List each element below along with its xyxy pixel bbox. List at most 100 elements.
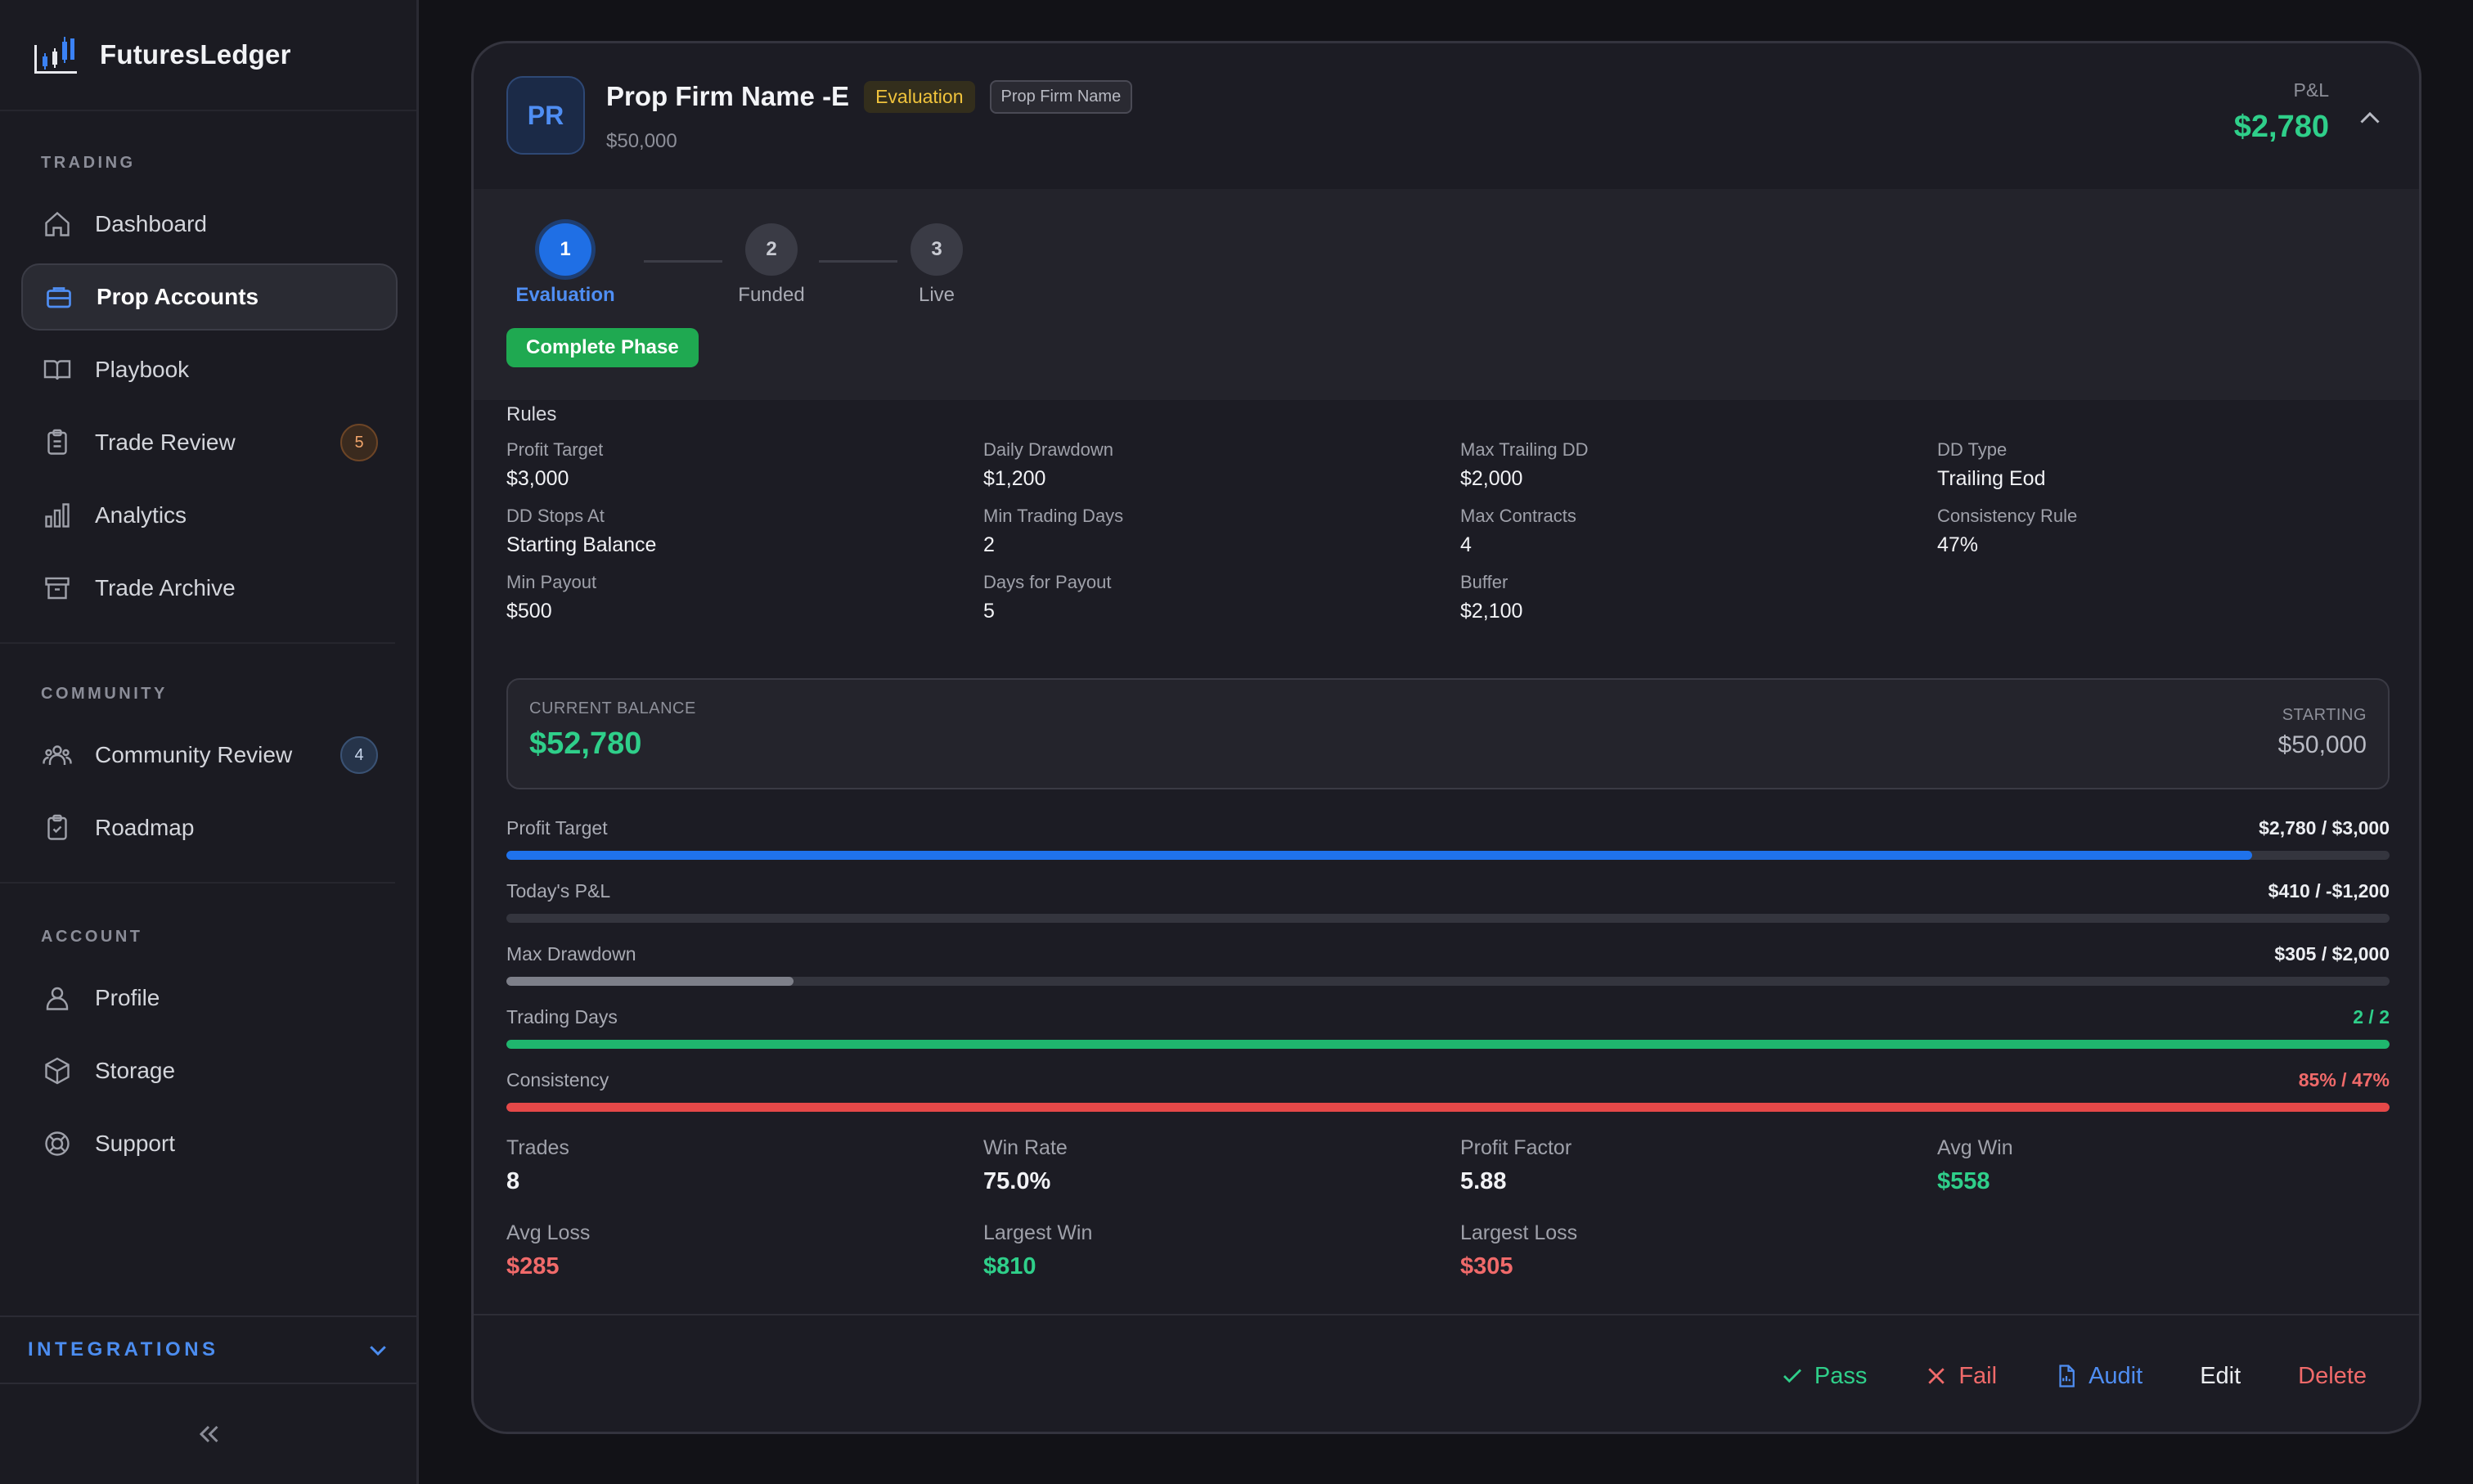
- chevron-down-icon: [370, 1346, 386, 1356]
- rule-key: Max Contracts: [1460, 506, 1576, 526]
- account-name: Prop Firm Name -E: [606, 81, 850, 111]
- rule-key: DD Stops At: [506, 506, 605, 526]
- progress-trading-days: Trading Days 2 / 2: [506, 1006, 2390, 1049]
- stat-key: Avg Win: [1937, 1136, 2013, 1159]
- stat-largest-win: Largest Win $810: [983, 1221, 1441, 1280]
- check-icon: [1783, 1369, 1801, 1383]
- rule-value: $2,000: [1460, 467, 1523, 490]
- starting-balance: STARTING $50,000: [2278, 706, 2367, 759]
- pnl-block: P&L $2,780: [2234, 79, 2329, 145]
- sidebar-item-trade-archive[interactable]: Trade Archive: [21, 555, 398, 622]
- chevrons-left-icon: [199, 1425, 218, 1443]
- progress-profit-target: Profit Target $2,780 / $3,000: [506, 817, 2390, 860]
- rule-value: $2,100: [1460, 600, 1523, 623]
- sidebar-item-storage[interactable]: Storage: [21, 1037, 398, 1104]
- rule-max-trailing-dd: Max Trailing DD $2,000: [1460, 439, 1918, 491]
- bar-chart-icon: [43, 501, 72, 530]
- logo-icon: [34, 37, 77, 74]
- pnl-value: $2,780: [2233, 110, 2329, 144]
- rule-profit-target: Profit Target $3,000: [506, 439, 964, 491]
- collapse-sidebar-button[interactable]: [0, 1386, 416, 1482]
- rule-value: 47%: [1937, 533, 1979, 556]
- progress-track: [506, 851, 2390, 860]
- lifebuoy-icon: [43, 1129, 72, 1158]
- sidebar-item-profile[interactable]: Profile: [21, 965, 398, 1032]
- trade-review-badge: 5: [340, 424, 378, 461]
- fail-label: Fail: [1958, 1362, 1998, 1389]
- stat-value: 75.0%: [983, 1168, 1051, 1194]
- nav-section-account: ACCOUNT Profile Storage Support: [0, 884, 395, 1198]
- home-icon: [43, 209, 72, 239]
- stat-trades: Trades 8: [506, 1136, 964, 1195]
- section-label: COMMUNITY: [41, 685, 168, 703]
- sidebar-item-label: Community Review: [95, 742, 293, 767]
- fail-button[interactable]: Fail: [1924, 1363, 1997, 1390]
- pass-label: Pass: [1814, 1362, 1868, 1389]
- stat-value: 8: [506, 1168, 520, 1194]
- step-1-circle[interactable]: 1: [539, 223, 591, 276]
- rule-dd-type: DD Type Trailing Eod: [1937, 439, 2395, 491]
- step-2-circle[interactable]: 2: [745, 223, 798, 276]
- stat-value: $558: [1937, 1168, 1990, 1194]
- current-balance-label: CURRENT BALANCE: [529, 699, 696, 717]
- starting-balance-label: STARTING: [2282, 706, 2367, 724]
- sidebar-item-trade-review[interactable]: Trade Review 5: [21, 409, 398, 476]
- rule-key: Days for Payout: [983, 572, 1112, 592]
- nav-section-community: COMMUNITY Community Review 4 Roadmap: [0, 644, 395, 884]
- rule-max-contracts: Max Contracts 4: [1460, 506, 1918, 557]
- rule-key: Daily Drawdown: [983, 439, 1113, 460]
- stat-value: $285: [506, 1253, 560, 1279]
- stat-win-rate: Win Rate 75.0%: [983, 1136, 1441, 1195]
- card-header[interactable]: PR Prop Firm Name -E Evaluation Prop Fir…: [474, 43, 2419, 189]
- delete-button[interactable]: Delete: [2298, 1363, 2367, 1390]
- audit-button[interactable]: Audit: [2054, 1363, 2143, 1390]
- firm-tag: Prop Firm Name: [989, 79, 1133, 114]
- rule-key: Consistency Rule: [1937, 506, 2078, 526]
- edit-button[interactable]: Edit: [2200, 1363, 2241, 1390]
- progress-label: Today's P&L: [506, 880, 611, 902]
- sidebar-item-support[interactable]: Support: [21, 1110, 398, 1177]
- progress-track: [506, 914, 2390, 923]
- clipboard-icon: [43, 428, 72, 457]
- phase-stepper: 1 Evaluation 2 Funded 3 Live: [506, 189, 2386, 328]
- step-1-label: Evaluation: [515, 284, 615, 306]
- integrations-toggle[interactable]: INTEGRATIONS: [0, 1315, 416, 1384]
- sidebar-item-label: Trade Archive: [95, 575, 236, 600]
- sidebar-item-analytics[interactable]: Analytics: [21, 482, 398, 549]
- step-2-label: Funded: [738, 284, 805, 306]
- avatar: PR: [506, 76, 585, 155]
- stat-largest-loss: Largest Loss $305: [1460, 1221, 1918, 1280]
- rule-key: Profit Target: [506, 439, 604, 460]
- phase-tag: Evaluation: [864, 80, 975, 113]
- rule-value: $1,200: [983, 467, 1046, 490]
- prop-account-card: PR Prop Firm Name -E Evaluation Prop Fir…: [471, 41, 2421, 1434]
- sidebar-item-roadmap[interactable]: Roadmap: [21, 794, 398, 861]
- pass-button[interactable]: Pass: [1780, 1363, 1867, 1390]
- sidebar-item-playbook[interactable]: Playbook: [21, 336, 398, 403]
- rule-daily-drawdown: Daily Drawdown $1,200: [983, 439, 1441, 491]
- nav-section-trading: TRADING Dashboard Prop Accounts Playbook…: [0, 111, 398, 644]
- complete-phase-button[interactable]: Complete Phase: [506, 328, 699, 367]
- stat-avg-win: Avg Win $558: [1937, 1136, 2395, 1195]
- stat-key: Avg Loss: [506, 1221, 591, 1244]
- rule-key: DD Type: [1937, 439, 2008, 460]
- progress-value: $2,780 / $3,000: [2259, 817, 2390, 839]
- progress-track: [506, 977, 2390, 986]
- stat-value: $810: [983, 1253, 1036, 1279]
- chevron-up-icon[interactable]: [2355, 104, 2385, 133]
- rule-min-trading-days: Min Trading Days 2: [983, 506, 1441, 557]
- sidebar-item-dashboard[interactable]: Dashboard: [21, 191, 398, 258]
- rule-consistency: Consistency Rule 47%: [1937, 506, 2395, 557]
- sidebar-item-community-review[interactable]: Community Review 4: [21, 722, 398, 789]
- step-3-circle[interactable]: 3: [911, 223, 963, 276]
- brand[interactable]: FuturesLedger: [0, 0, 416, 111]
- audit-label: Audit: [2089, 1362, 2143, 1389]
- progress-label: Max Drawdown: [506, 943, 636, 965]
- progress-track: [506, 1103, 2390, 1112]
- user-icon: [43, 983, 72, 1013]
- rule-value: 4: [1460, 533, 1472, 556]
- rule-value: $3,000: [506, 467, 569, 490]
- sidebar-item-prop-accounts[interactable]: Prop Accounts: [21, 263, 398, 331]
- progress-fill: [506, 1103, 2390, 1112]
- progress-label: Profit Target: [506, 817, 608, 839]
